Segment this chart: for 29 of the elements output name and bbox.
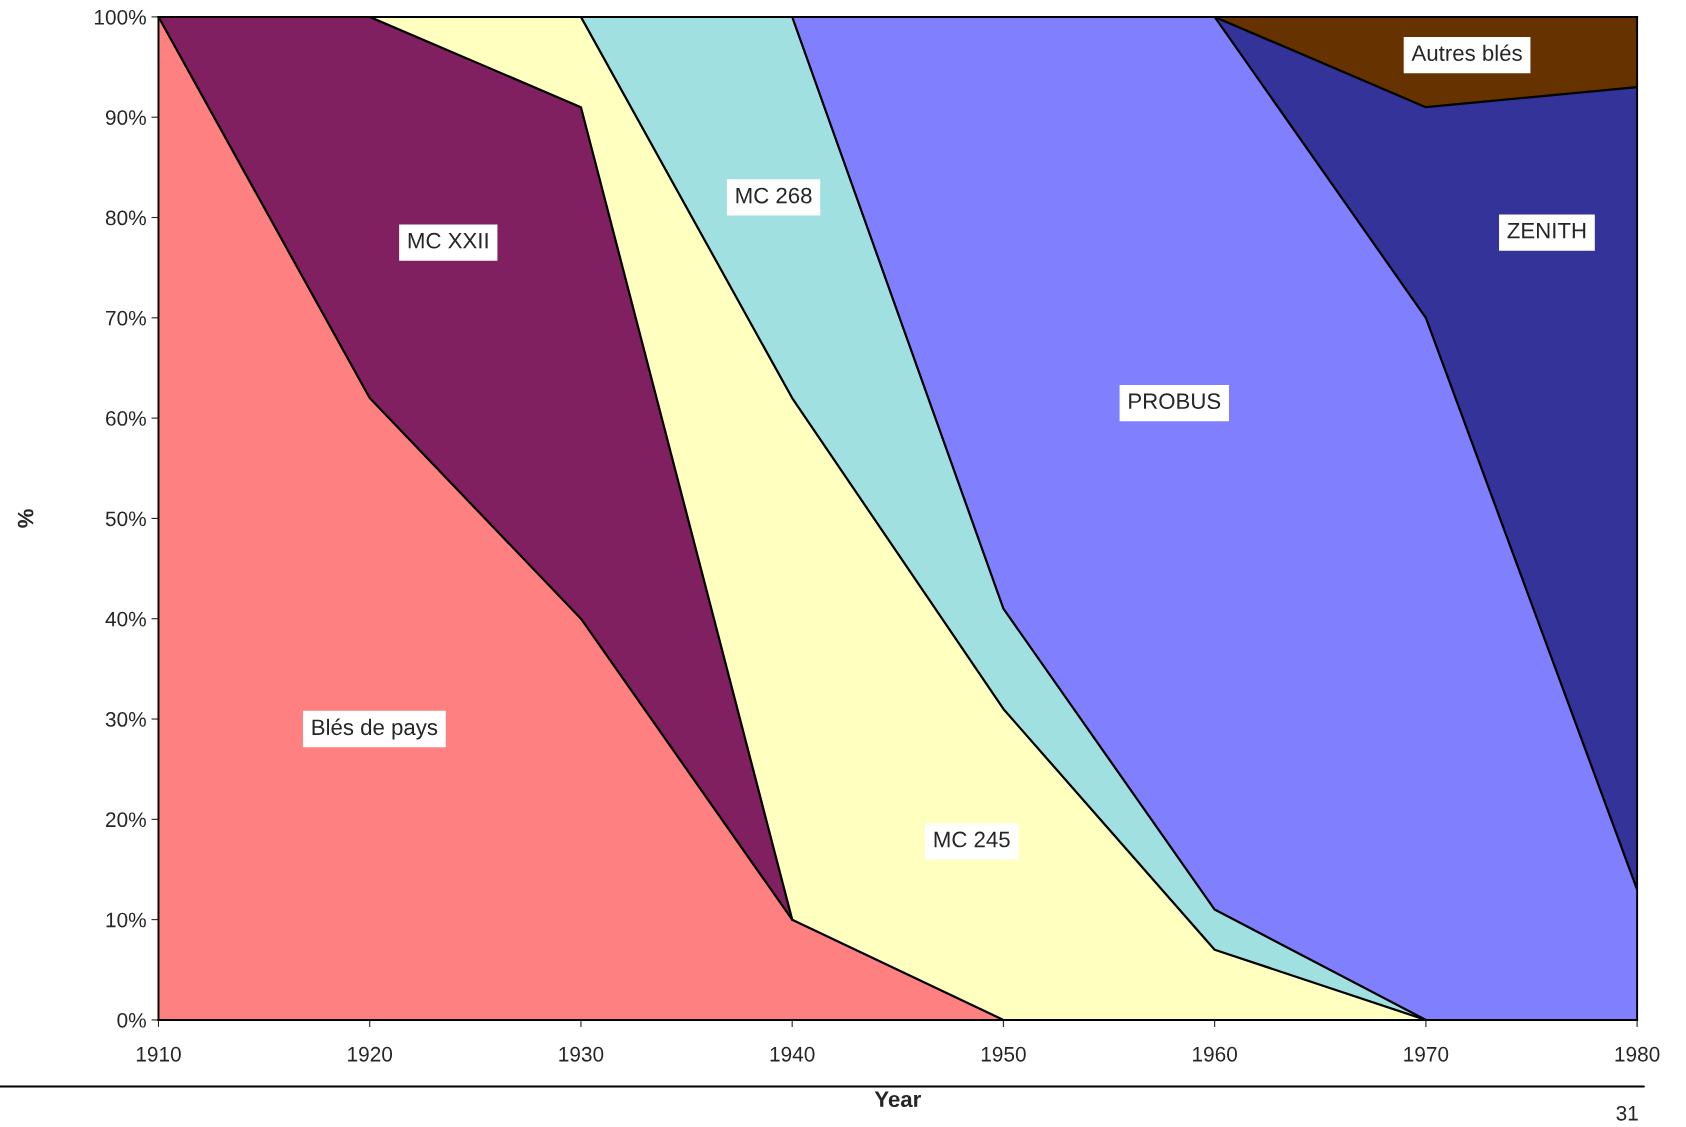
series-label: MC 268 xyxy=(736,187,812,204)
y-tick-label: 50% xyxy=(105,511,146,527)
x-tick-label: 1910 xyxy=(136,1046,181,1062)
x-tick-label: 1940 xyxy=(770,1046,815,1062)
y-tick-label: 90% xyxy=(105,110,146,125)
y-tick-label: 30% xyxy=(105,712,146,727)
text: 31 xyxy=(1616,1105,1638,1121)
y-tick-label: 20% xyxy=(106,812,146,828)
series-label: Blés de pays xyxy=(312,718,438,740)
series-label: Autres blés xyxy=(1411,44,1522,61)
x-tick-label: 1950 xyxy=(981,1046,1026,1062)
x-tick-label: 1970 xyxy=(1404,1046,1449,1062)
x-tick-label: 1960 xyxy=(1193,1046,1237,1062)
y-tick-label: 80% xyxy=(105,210,146,226)
x-tick-label: 1980 xyxy=(1615,1046,1660,1062)
y-tick-label: 100% xyxy=(94,9,146,25)
y-tick-label: 0% xyxy=(117,1012,146,1028)
y-tick-label: 40% xyxy=(105,611,146,627)
y-axis-title: % xyxy=(17,509,34,528)
y-tick-label: 60% xyxy=(106,411,146,426)
x-tick-label: 1930 xyxy=(559,1046,604,1062)
series-label: MC 245 xyxy=(934,831,1010,848)
series-label: MC XXII xyxy=(408,232,488,249)
series-label: ZENITH xyxy=(1507,223,1586,239)
y-tick-label: 10% xyxy=(106,912,146,928)
x-axis-title: Year xyxy=(874,1091,921,1108)
series-label: PROBUS xyxy=(1129,393,1221,410)
y-tick-label: 70% xyxy=(106,310,146,326)
x-tick-label: 1920 xyxy=(348,1046,393,1062)
